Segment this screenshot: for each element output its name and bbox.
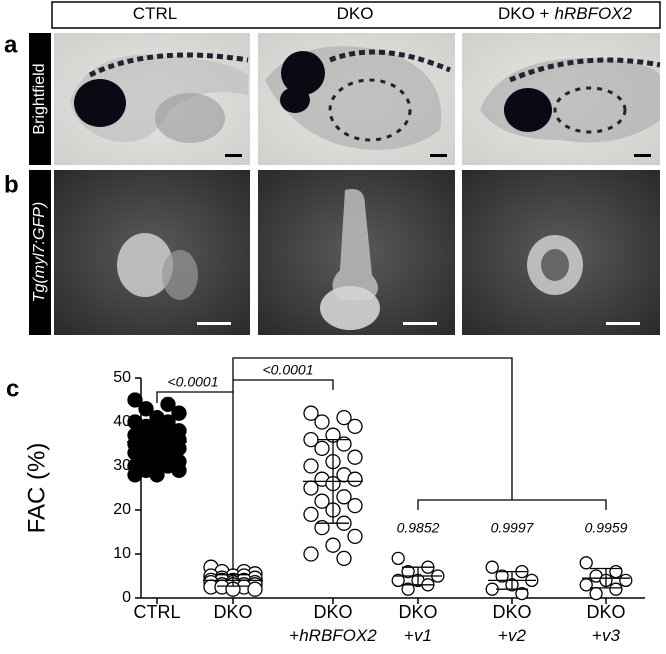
data-point bbox=[303, 506, 319, 523]
data-point bbox=[391, 551, 405, 566]
x-tick-sublabel: +v2 bbox=[498, 626, 526, 645]
x-tick-label: DKO bbox=[492, 602, 531, 622]
panel-label: c bbox=[6, 375, 19, 402]
row-label: Brightfield bbox=[31, 63, 48, 134]
x-tick-label: DKO bbox=[586, 602, 625, 622]
x-tick-sublabel-part: v3 bbox=[602, 626, 621, 645]
x-tick-sublabel: +v3 bbox=[592, 626, 620, 645]
x-tick-sublabel-part: v1 bbox=[414, 626, 432, 645]
data-point bbox=[336, 409, 352, 426]
data-point bbox=[609, 564, 623, 579]
data-point bbox=[171, 462, 187, 479]
significance-bracket bbox=[232, 357, 513, 500]
data-point bbox=[314, 414, 330, 430]
y-axis-label: FAC (%) bbox=[23, 443, 50, 534]
x-tick-sublabel-part: + bbox=[404, 626, 414, 645]
column-header: DKO bbox=[337, 4, 374, 23]
data-point bbox=[619, 573, 633, 588]
x-tick-label: DKO bbox=[213, 602, 252, 622]
data-point bbox=[495, 569, 509, 583]
x-tick-sublabel-part: hRBFOX2 bbox=[299, 626, 377, 645]
significance-bracket bbox=[233, 379, 334, 390]
y-tick-label: 50 bbox=[113, 369, 131, 386]
y-tick-label: 0 bbox=[122, 589, 131, 606]
data-point bbox=[303, 405, 319, 421]
x-tick-label: DKO bbox=[398, 602, 437, 622]
x-tick-label: CTRL bbox=[133, 602, 180, 622]
x-tick-sublabel: +hRBFOX2 bbox=[289, 626, 377, 645]
data-point bbox=[347, 418, 363, 435]
data-point bbox=[589, 586, 603, 601]
data-point bbox=[347, 528, 363, 545]
data-point bbox=[314, 519, 330, 536]
column-header: CTRL bbox=[133, 4, 177, 23]
column-header-part: CTRL bbox=[133, 4, 177, 23]
data-point bbox=[325, 537, 341, 553]
data-point bbox=[303, 458, 319, 474]
data-point bbox=[336, 489, 352, 505]
brightfield-images bbox=[54, 33, 661, 165]
data-point bbox=[347, 471, 363, 487]
column-header-part: DKO bbox=[337, 4, 374, 23]
data-point bbox=[347, 449, 363, 465]
x-tick-sublabel: +v1 bbox=[404, 626, 432, 645]
column-header-part: hRBFOX2 bbox=[555, 4, 633, 23]
x-tick-sublabel-part: v2 bbox=[508, 626, 527, 645]
y-tick-label: 40 bbox=[113, 413, 131, 430]
data-point bbox=[579, 556, 593, 570]
significance-bracket bbox=[417, 499, 607, 510]
data-point bbox=[347, 497, 363, 514]
data-point bbox=[160, 396, 176, 413]
data-point bbox=[401, 564, 415, 579]
data-point bbox=[127, 392, 143, 408]
header-box bbox=[51, 1, 661, 29]
data-point bbox=[609, 582, 623, 596]
data-point bbox=[127, 467, 143, 483]
p-value: 0.9852 bbox=[397, 520, 440, 536]
data-point bbox=[314, 493, 330, 509]
data-point bbox=[247, 581, 263, 597]
p-value: 0.9959 bbox=[585, 520, 628, 536]
column-header: DKO + hRBFOX2 bbox=[498, 4, 633, 23]
panel-label: b bbox=[4, 171, 19, 198]
data-point bbox=[485, 560, 499, 574]
p-value: <0.0001 bbox=[168, 374, 219, 390]
y-tick-label: 10 bbox=[113, 545, 131, 562]
data-point bbox=[314, 440, 330, 457]
row-label-box bbox=[29, 170, 51, 335]
data-point bbox=[138, 401, 154, 417]
row-label: Tg(myl7:GFP) bbox=[31, 202, 48, 302]
data-point bbox=[303, 546, 319, 562]
data-point bbox=[149, 467, 165, 483]
fluorescence-images bbox=[54, 170, 660, 335]
panel-label: a bbox=[4, 31, 18, 58]
column-header-part: DKO + bbox=[498, 4, 550, 23]
x-tick-label: DKO bbox=[313, 602, 352, 622]
p-value: 0.9997 bbox=[491, 520, 535, 536]
data-point bbox=[303, 480, 319, 496]
x-tick-sublabel-part: + bbox=[498, 626, 508, 645]
data-point bbox=[515, 586, 529, 601]
data-point bbox=[401, 582, 415, 596]
data-point bbox=[579, 578, 593, 592]
data-point bbox=[336, 550, 352, 567]
y-tick-label: 30 bbox=[113, 457, 131, 474]
data-point bbox=[171, 405, 187, 421]
p-value: <0.0001 bbox=[263, 362, 314, 378]
data-point bbox=[336, 436, 352, 452]
x-tick-sublabel-part: + bbox=[289, 626, 299, 645]
y-tick-label: 20 bbox=[113, 501, 131, 518]
x-tick-sublabel-part: + bbox=[592, 626, 602, 645]
row-label-box bbox=[29, 33, 51, 165]
significance-bracket bbox=[156, 391, 234, 570]
data-point bbox=[391, 573, 405, 588]
